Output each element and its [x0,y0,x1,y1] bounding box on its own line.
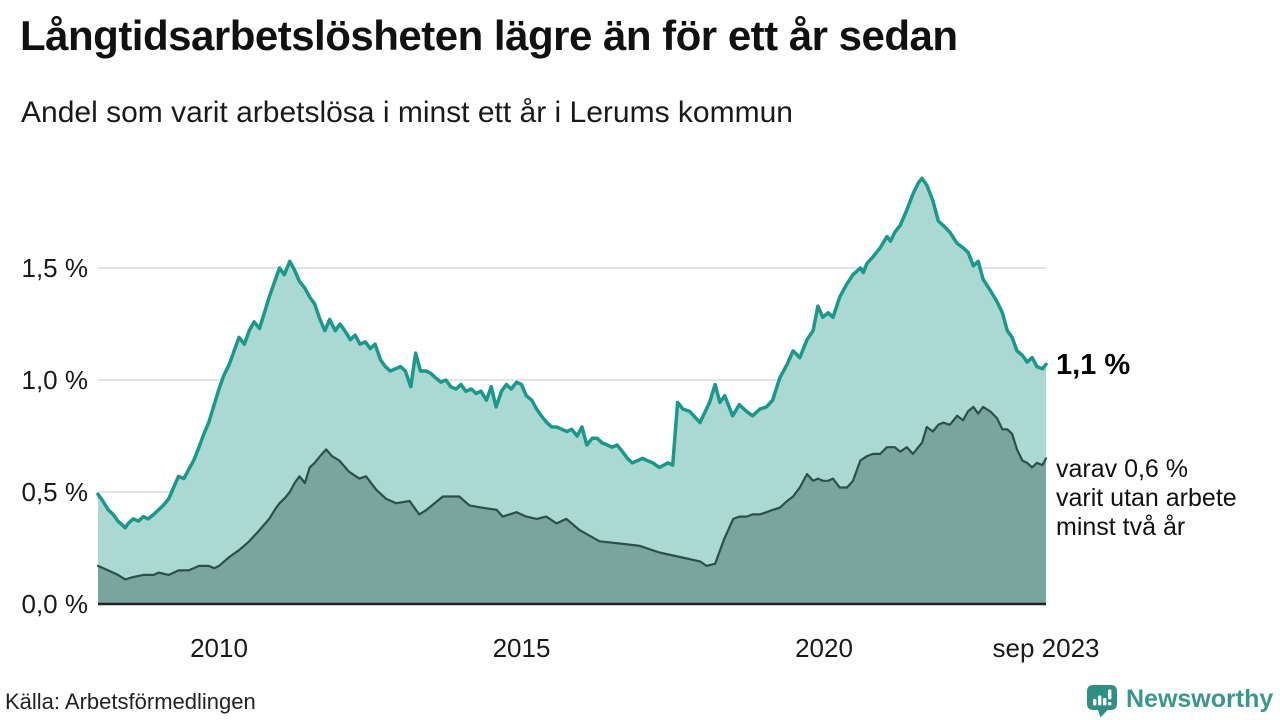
source-attribution: Källa: Arbetsförmedlingen [5,689,256,714]
brand-wordmark: Newsworthy [1126,685,1274,713]
newsworthy-pin-chart-icon [1087,685,1117,718]
newsworthy-logo: Newsworthy [1085,684,1273,718]
x-axis-tick-label: 2015 [493,633,551,663]
annotation-line-3: minst två år [1056,513,1186,541]
area-two-year [98,406,1046,604]
page-title: Långtidsarbetslösheten lägre än för ett … [20,12,958,59]
line-one-year [96,176,1048,530]
y-axis-tick-label: 1,5 % [22,253,89,283]
annotation-line-2: varit utan arbete [1056,484,1237,512]
latest-value-label: 1,1 % [1056,349,1131,381]
annotation-line-1: varav 0,6 % [1056,455,1189,483]
y-axis-tick-label: 0,0 % [22,589,89,619]
x-axis-tick-label: sep 2023 [993,633,1100,663]
line-two-year [96,405,1048,581]
x-axis-tick-label: 2020 [795,633,853,663]
y-axis-tick-label: 0,5 % [22,477,89,507]
chart-subtitle: Andel som varit arbetslösa i minst ett å… [21,96,793,129]
two-year-annotation: varav 0,6 % varit utan arbete minst två … [1056,455,1237,542]
y-axis-tick-label: 1,0 % [22,365,89,395]
x-axis-tick-label: 2010 [190,633,248,663]
